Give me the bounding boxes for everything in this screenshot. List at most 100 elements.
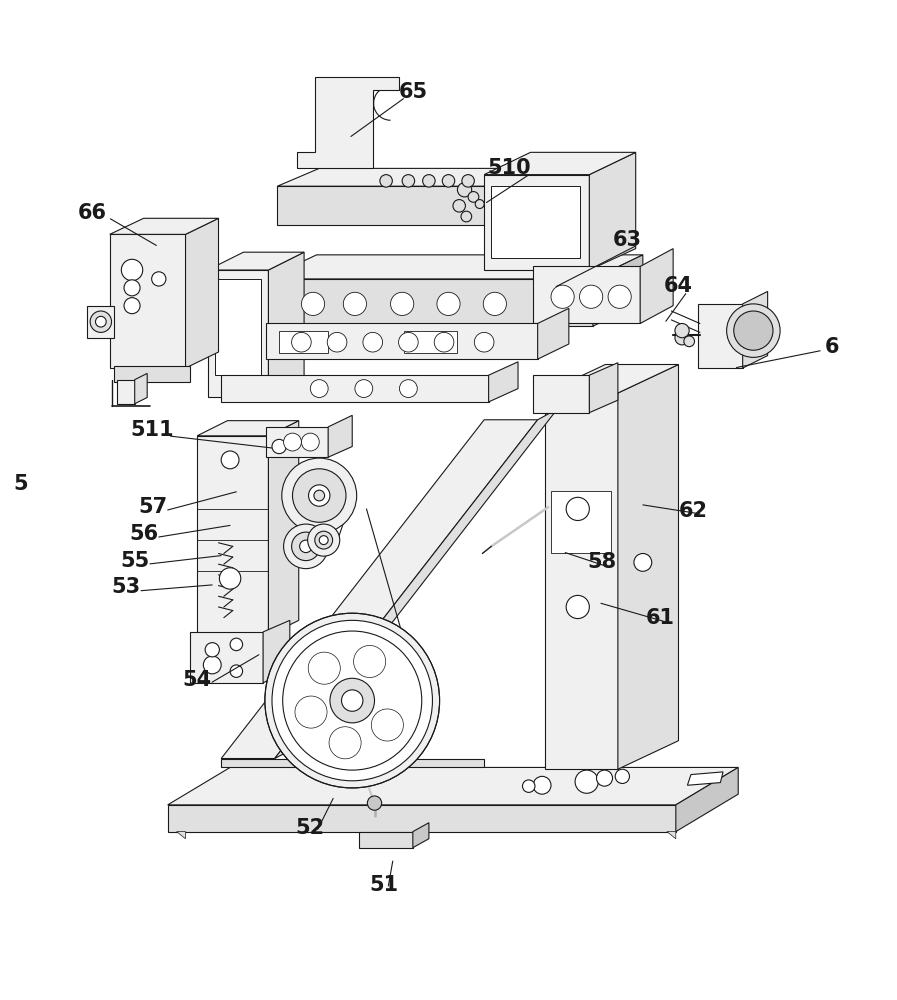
Circle shape (309, 485, 330, 506)
Circle shape (301, 433, 319, 451)
Polygon shape (315, 683, 342, 709)
Polygon shape (297, 77, 399, 168)
Text: 6: 6 (824, 337, 839, 357)
Circle shape (344, 292, 367, 315)
Circle shape (684, 336, 694, 347)
Polygon shape (277, 186, 578, 225)
Circle shape (90, 311, 111, 332)
Circle shape (283, 524, 328, 569)
Text: 52: 52 (296, 818, 325, 838)
Circle shape (379, 175, 392, 187)
Circle shape (222, 451, 239, 469)
Circle shape (308, 524, 340, 556)
Circle shape (368, 796, 381, 810)
Circle shape (566, 497, 589, 521)
Polygon shape (222, 420, 537, 759)
Circle shape (675, 331, 689, 345)
Text: 54: 54 (183, 670, 212, 690)
Polygon shape (197, 436, 268, 635)
Polygon shape (266, 255, 643, 279)
Circle shape (205, 643, 220, 657)
Circle shape (295, 696, 327, 728)
Text: 63: 63 (613, 230, 641, 250)
Circle shape (121, 259, 143, 281)
Polygon shape (551, 491, 611, 553)
Circle shape (300, 540, 312, 553)
Circle shape (399, 380, 417, 397)
Polygon shape (114, 366, 190, 382)
Polygon shape (135, 373, 147, 404)
Polygon shape (489, 362, 518, 402)
Circle shape (442, 175, 455, 187)
Circle shape (265, 613, 440, 788)
Polygon shape (266, 427, 328, 457)
Circle shape (309, 652, 340, 684)
Polygon shape (404, 331, 457, 353)
Circle shape (483, 292, 507, 315)
Polygon shape (88, 306, 114, 338)
Polygon shape (197, 421, 299, 436)
Text: 57: 57 (138, 497, 167, 517)
Circle shape (402, 175, 414, 187)
Circle shape (319, 536, 328, 545)
Polygon shape (190, 632, 263, 683)
Text: 5: 5 (13, 474, 28, 494)
Polygon shape (268, 421, 299, 635)
Circle shape (390, 292, 414, 315)
Circle shape (462, 175, 475, 187)
Polygon shape (413, 823, 429, 848)
Polygon shape (544, 365, 678, 393)
Circle shape (342, 690, 363, 711)
Polygon shape (533, 266, 640, 323)
Circle shape (675, 323, 689, 338)
Circle shape (551, 285, 574, 308)
Polygon shape (743, 291, 768, 368)
Circle shape (615, 769, 630, 783)
Polygon shape (360, 832, 413, 848)
Circle shape (468, 192, 479, 202)
Text: 65: 65 (398, 82, 427, 102)
Circle shape (292, 532, 320, 561)
Circle shape (314, 490, 325, 501)
Circle shape (353, 645, 386, 678)
Polygon shape (666, 832, 675, 839)
Polygon shape (109, 234, 186, 368)
Circle shape (475, 200, 484, 208)
Circle shape (124, 280, 140, 296)
Text: 56: 56 (129, 524, 158, 544)
Polygon shape (268, 252, 304, 397)
Polygon shape (492, 186, 580, 258)
Circle shape (457, 183, 472, 197)
Circle shape (575, 770, 598, 793)
Circle shape (124, 298, 140, 314)
Polygon shape (263, 620, 290, 683)
Circle shape (152, 272, 166, 286)
Circle shape (282, 458, 357, 533)
Text: 510: 510 (487, 158, 531, 178)
Polygon shape (578, 168, 620, 225)
Polygon shape (168, 805, 675, 832)
Polygon shape (222, 759, 484, 767)
Circle shape (329, 727, 361, 759)
Circle shape (533, 776, 551, 794)
Polygon shape (177, 832, 186, 839)
Circle shape (434, 332, 454, 352)
Polygon shape (266, 323, 537, 359)
Circle shape (608, 285, 631, 308)
Circle shape (292, 469, 346, 522)
Polygon shape (186, 218, 219, 368)
Circle shape (566, 595, 589, 619)
Text: 58: 58 (588, 552, 616, 572)
Polygon shape (484, 175, 589, 270)
Polygon shape (277, 168, 620, 186)
Text: 53: 53 (111, 577, 140, 597)
Circle shape (522, 780, 535, 792)
Circle shape (327, 332, 347, 352)
Polygon shape (533, 375, 589, 413)
Polygon shape (274, 409, 557, 759)
Circle shape (355, 380, 373, 397)
Polygon shape (208, 270, 268, 397)
Polygon shape (208, 252, 304, 270)
Polygon shape (168, 767, 738, 805)
Text: 62: 62 (679, 501, 708, 521)
